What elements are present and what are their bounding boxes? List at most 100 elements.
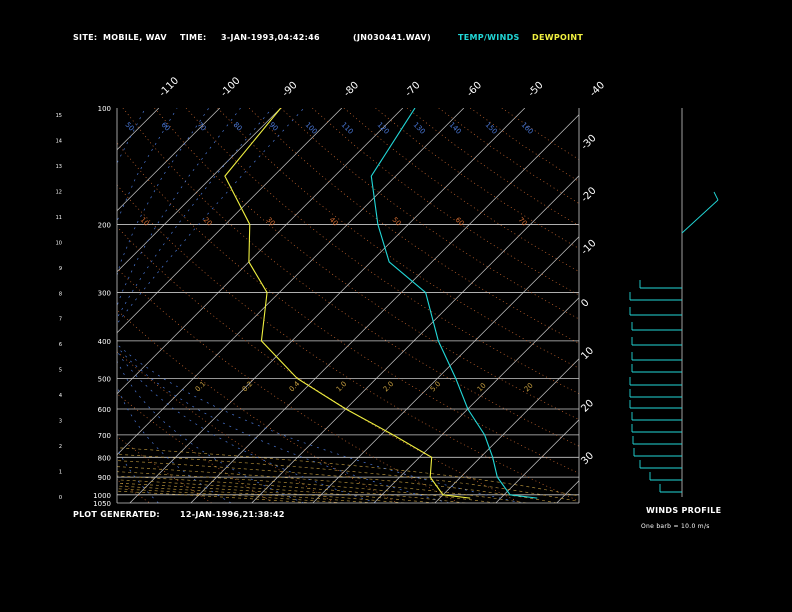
mixing-ratio-line	[117, 108, 305, 325]
site-label: SITE:	[73, 33, 98, 42]
chart-area	[0, 108, 579, 503]
height-tick: 3	[59, 419, 62, 425]
mixing-ratio-line	[117, 346, 449, 503]
moist-label: 70	[517, 216, 529, 228]
isotherm	[129, 108, 526, 503]
isotherm	[0, 108, 98, 503]
pressure-tick: 100	[98, 105, 111, 113]
dry-adiabat	[154, 108, 579, 420]
isotherm-label-right: -20	[579, 185, 598, 204]
isotherm-label: -90	[280, 80, 299, 99]
isotherm-label: -50	[526, 80, 545, 99]
theta-label: 160	[520, 121, 535, 136]
mixing-ratio-line	[117, 108, 304, 503]
isotherm	[117, 108, 282, 273]
isotherm-label: -80	[342, 80, 361, 99]
time-value: 3-JAN-1993,04:42:46	[221, 33, 320, 42]
isotherm	[251, 175, 579, 503]
height-tick: 1	[59, 470, 62, 476]
wind-barb	[681, 199, 719, 234]
isotherm-label-right: 20	[579, 398, 596, 415]
moist-adiabat	[117, 471, 496, 503]
theta-label: 130	[412, 121, 427, 136]
plot-generated-label: PLOT GENERATED:	[73, 510, 160, 519]
mixing-label: 5.0	[429, 380, 443, 394]
height-tick: 10	[56, 240, 62, 246]
isotherm	[117, 108, 160, 151]
dry-adiabat	[248, 108, 579, 344]
height-tick: 0	[59, 495, 62, 501]
dry-adiabat	[117, 142, 579, 474]
dry-adiabat	[438, 108, 579, 204]
pressure-tick: 500	[98, 375, 111, 383]
height-tick: 5	[59, 368, 62, 374]
moist-adiabat	[117, 466, 527, 503]
mixing-label: 1.0	[335, 380, 349, 394]
moist-adiabat	[117, 479, 435, 503]
isotherm	[373, 297, 579, 503]
theta-label: 80	[232, 121, 244, 133]
isotherm-label: -110	[157, 75, 181, 99]
height-tick: 9	[59, 266, 62, 272]
pressure-tick: 600	[98, 406, 111, 414]
height-tick: 13	[56, 164, 62, 170]
mixing-label: 0.1	[194, 380, 208, 394]
height-tick: 7	[59, 317, 62, 323]
height-tick: 14	[56, 138, 62, 144]
temp-legend: TEMP/WINDS	[458, 33, 520, 42]
pressure-tick: 300	[98, 290, 111, 298]
mixing-label: 10	[476, 381, 488, 393]
dry-adiabat	[117, 184, 579, 502]
pressure-tick: 900	[98, 474, 111, 482]
isotherm	[495, 419, 579, 503]
moist-label: 20	[202, 216, 214, 228]
pressure-tick: 700	[98, 432, 111, 440]
height-tick: 6	[59, 342, 62, 348]
isotherm	[117, 108, 465, 456]
theta-label: 110	[340, 121, 355, 136]
isotherm	[190, 114, 579, 503]
isotherm-label-right: -30	[579, 133, 598, 152]
moist-adiabat	[117, 460, 557, 503]
isotherm-label-right: 0	[579, 297, 591, 309]
isotherm	[117, 108, 221, 212]
site-value: MOBILE, WAV	[103, 33, 167, 42]
theta-label: 70	[196, 121, 208, 133]
dry-adiabat	[122, 108, 579, 447]
mixing-label: 0.2	[241, 380, 255, 394]
moist-label: 30	[265, 216, 277, 228]
dry-adiabat	[117, 351, 336, 503]
mixing-ratio-line	[117, 108, 377, 503]
height-tick: 8	[59, 291, 62, 297]
moist-adiabat	[117, 447, 579, 497]
dry-adiabat	[406, 108, 579, 227]
pressure-tick: 400	[98, 338, 111, 346]
isotherm-label: -40	[588, 80, 607, 99]
moist-label: 60	[454, 216, 466, 228]
height-tick: 4	[59, 393, 62, 399]
mixing-ratio-line	[117, 108, 273, 319]
dry-adiabat	[117, 226, 522, 503]
moist-label: 10	[139, 216, 151, 228]
mixing-label: 0.4	[288, 379, 302, 393]
dry-adiabat	[185, 108, 579, 395]
moist-adiabat	[117, 485, 374, 503]
moist-label: 50	[391, 216, 403, 228]
isotherm	[117, 108, 404, 395]
temp-curve	[370, 108, 538, 499]
winds-profile-title: WINDS PROFILE	[646, 506, 722, 515]
height-tick: 2	[59, 444, 62, 450]
theta-label: 90	[268, 121, 280, 133]
dry-adiabat	[280, 108, 579, 320]
height-tick: 15	[56, 113, 62, 119]
plot-generated-value: 12-JAN-1996,21:38:42	[180, 510, 285, 519]
time-label: TIME:	[180, 33, 207, 42]
theta-label: 140	[448, 121, 463, 136]
theta-label: 50	[124, 121, 136, 133]
dewpoint-curve	[224, 108, 471, 499]
dry-adiabat	[117, 479, 150, 503]
dry-adiabat	[343, 108, 579, 272]
winds-profile	[629, 108, 719, 497]
isotherm-label-right: 30	[579, 450, 596, 467]
